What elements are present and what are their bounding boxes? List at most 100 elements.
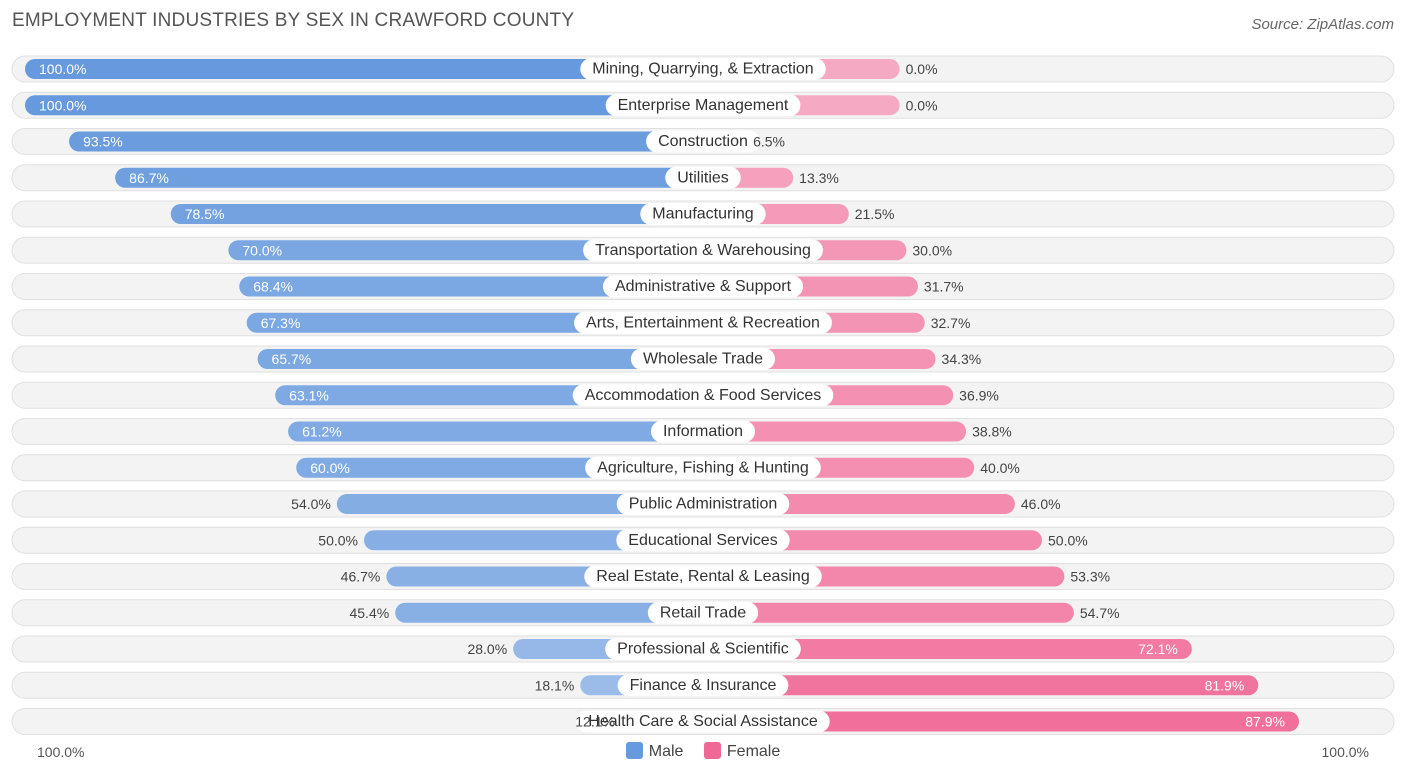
- bar-row: Enterprise Management 100.0% 0.0%: [11, 91, 1395, 119]
- bar-row: Manufacturing 78.5% 21.5%: [11, 200, 1395, 228]
- female-value-label: 54.7%: [1080, 605, 1120, 621]
- category-label: Transportation & Warehousing: [595, 242, 811, 259]
- bar-male: [25, 59, 703, 79]
- legend-swatch-female: [703, 742, 721, 759]
- category-label: Finance & Insurance: [630, 677, 777, 694]
- male-value-label: 78.5%: [185, 206, 225, 222]
- male-value-label: 86.7%: [129, 170, 169, 186]
- female-value-label: 0.0%: [906, 97, 938, 113]
- bar-row: Retail Trade 45.4% 54.7%: [11, 599, 1395, 627]
- male-value-label: 70.0%: [242, 242, 282, 258]
- category-label: Health Care & Social Assistance: [588, 713, 818, 730]
- male-value-label: 12.1%: [575, 714, 615, 730]
- male-value-label: 61.2%: [302, 424, 342, 440]
- category-label-box: [617, 674, 789, 697]
- bar-female: [703, 639, 1192, 659]
- bar-row: Educational Services 50.0% 50.0%: [11, 526, 1395, 554]
- category-label: Public Administration: [629, 496, 778, 513]
- category-label: Accommodation & Food Services: [585, 387, 822, 404]
- category-label-box: [605, 638, 801, 660]
- category-label: Educational Services: [628, 532, 777, 549]
- male-value-label: 100.0%: [39, 97, 86, 113]
- male-value-label: 45.4%: [349, 605, 389, 621]
- female-value-label: 21.5%: [855, 206, 895, 222]
- bar-female: [703, 602, 1074, 623]
- category-label: Administrative & Support: [615, 278, 792, 295]
- category-label-box: [574, 311, 832, 334]
- bar-male: [288, 421, 703, 442]
- category-label-box: [647, 601, 759, 624]
- category-label-box: [665, 166, 741, 189]
- female-value-label: 46.0%: [1021, 496, 1061, 512]
- bar-male: [336, 494, 703, 514]
- female-value-label: 87.9%: [1245, 714, 1285, 730]
- category-label-box: [646, 130, 760, 153]
- category-label-box: [602, 275, 804, 298]
- category-label: Agriculture, Fishing & Hunting: [597, 459, 809, 476]
- legend-item-female: Female: [703, 742, 781, 761]
- legend: Male Female: [0, 742, 1406, 761]
- male-value-label: 100.0%: [39, 61, 86, 77]
- chart-title: EMPLOYMENT INDUSTRIES BY SEX IN CRAWFORD…: [12, 10, 575, 31]
- category-label-box: [640, 203, 766, 225]
- male-value-label: 50.0%: [318, 532, 358, 548]
- legend-label-female: Female: [726, 743, 781, 760]
- category-label-box: [650, 420, 756, 443]
- male-value-label: 68.4%: [253, 279, 293, 295]
- female-value-label: 72.1%: [1138, 641, 1178, 657]
- male-value-label: 28.0%: [467, 641, 507, 657]
- category-label: Mining, Quarrying, & Extraction: [592, 61, 813, 78]
- category-label-box: [580, 58, 826, 80]
- category-label: Real Estate, Rental & Leasing: [596, 568, 809, 585]
- bar-row: Professional & Scientific 28.0% 72.1%: [11, 635, 1395, 663]
- female-value-label: 81.9%: [1205, 677, 1245, 693]
- category-label-box: [585, 456, 821, 479]
- female-value-label: 31.7%: [924, 279, 964, 295]
- bar-male: [115, 167, 703, 188]
- legend-swatch-male: [625, 742, 643, 759]
- bar-row: Transportation & Warehousing 70.0% 30.0%: [11, 236, 1395, 264]
- female-value-label: 38.8%: [972, 424, 1012, 440]
- category-label: Enterprise Management: [618, 97, 789, 114]
- female-value-label: 32.7%: [931, 315, 971, 331]
- bar-female: [703, 675, 1259, 696]
- female-value-label: 50.0%: [1048, 532, 1088, 548]
- female-value-label: 53.3%: [1070, 569, 1110, 585]
- bar-male: [25, 95, 703, 116]
- male-value-label: 18.1%: [535, 677, 575, 693]
- male-value-label: 46.7%: [341, 569, 381, 585]
- category-label: Manufacturing: [652, 206, 753, 223]
- category-label-box: [572, 384, 834, 407]
- bar-row: Information 61.2% 38.8%: [11, 418, 1395, 445]
- male-value-label: 60.0%: [310, 460, 350, 476]
- bar-row: Wholesale Trade 65.7% 34.3%: [11, 345, 1395, 373]
- bar-row: Construction 93.5% 6.5%: [11, 128, 1395, 155]
- axis-left-label: 100.0%: [37, 744, 85, 760]
- bar-row: Administrative & Support 68.4% 31.7%: [11, 273, 1395, 300]
- bar-male: [170, 204, 703, 224]
- male-value-label: 65.7%: [272, 351, 312, 367]
- bar-row: Arts, Entertainment & Recreation 67.3% 32.…: [11, 309, 1395, 337]
- category-label: Wholesale Trade: [643, 351, 763, 368]
- bar-row: Utilities 86.7% 13.3%: [11, 164, 1395, 192]
- bar-male: [395, 602, 703, 623]
- category-label: Professional & Scientific: [617, 641, 789, 658]
- category-label-box: [576, 710, 830, 733]
- female-value-label: 13.3%: [799, 170, 839, 186]
- bar-row: Finance & Insurance 18.1% 81.9%: [11, 671, 1395, 699]
- bar-female: [703, 421, 967, 442]
- bar-row: Agriculture, Fishing & Hunting 60.0% 40.0%: [11, 454, 1395, 482]
- bar-female: [703, 711, 1299, 732]
- bar-male: [257, 349, 703, 369]
- legend-item-male: Male: [625, 742, 684, 761]
- female-value-label: 0.0%: [906, 61, 938, 77]
- bar-row: Real Estate, Rental & Leasing 46.7% 53.3%: [11, 563, 1395, 590]
- category-label: Arts, Entertainment & Recreation: [586, 314, 820, 331]
- category-label-box: [583, 239, 823, 262]
- legend-label-male: Male: [648, 743, 684, 760]
- category-label-box: [605, 94, 801, 117]
- bar-row: Mining, Quarrying, & Extraction 100.0% 0.0…: [11, 55, 1395, 83]
- female-value-label: 34.3%: [942, 351, 982, 367]
- male-value-label: 63.1%: [289, 387, 329, 403]
